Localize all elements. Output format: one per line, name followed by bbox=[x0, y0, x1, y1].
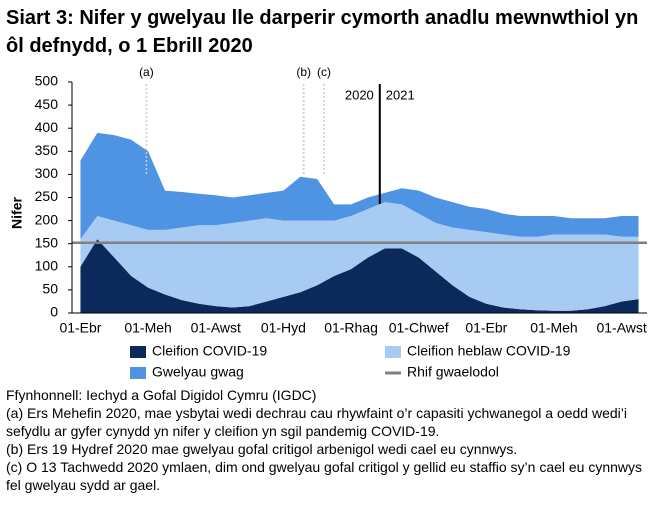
legend-swatch bbox=[130, 367, 146, 379]
y-tick-label: 250 bbox=[35, 188, 59, 204]
y-tick-label: 150 bbox=[35, 234, 59, 250]
year-label: 2020 bbox=[345, 87, 374, 102]
annotation-label: (c) bbox=[317, 65, 331, 79]
area bbox=[80, 239, 639, 313]
chart-title: Siart 3: Nifer y gwelyau lle darperir cy… bbox=[6, 7, 639, 57]
x-tick-label: 01-Ebr bbox=[465, 320, 507, 336]
x-tick-label: 01-Meh bbox=[124, 320, 171, 336]
y-tick-label: 200 bbox=[35, 211, 59, 227]
x-tick-label: 01-Rhag bbox=[324, 320, 378, 336]
area bbox=[80, 202, 639, 311]
x-tick-label: 01-Hyd bbox=[261, 320, 306, 336]
y-tick-label: 300 bbox=[35, 165, 59, 181]
year-label: 2021 bbox=[386, 87, 415, 102]
y-axis-label: Nifer bbox=[9, 197, 25, 229]
y-tick-label: 0 bbox=[50, 304, 58, 320]
footnote: (b) Ers 19 Hydref 2020 mae gwelyau gofal… bbox=[6, 441, 518, 457]
source: Ffynhonnell: Iechyd a Gofal Digidol Cymr… bbox=[6, 387, 317, 403]
legend-label: Gwelyau gwag bbox=[152, 364, 244, 380]
footnote: (a) Ers Mehefin 2020, mae ysbytai wedi d… bbox=[6, 405, 627, 439]
legend-swatch bbox=[385, 346, 401, 358]
legend-swatch bbox=[130, 346, 146, 358]
y-tick-label: 100 bbox=[35, 258, 59, 274]
notes: Ffynhonnell: Iechyd a Gofal Digidol Cymr… bbox=[6, 386, 656, 494]
area bbox=[80, 132, 639, 240]
y-tick-label: 500 bbox=[35, 73, 59, 89]
y-tick-label: 400 bbox=[35, 119, 59, 135]
y-tick-label: 50 bbox=[42, 281, 58, 297]
x-tick-label: 01-Awst bbox=[596, 320, 646, 336]
footnote: (c) O 13 Tachwedd 2020 ymlaen, dim ond g… bbox=[6, 459, 643, 493]
y-tick-label: 450 bbox=[35, 96, 59, 112]
legend-label: Rhif gwaelodol bbox=[407, 364, 499, 380]
x-tick-label: 01-Chwef bbox=[389, 320, 449, 336]
legend-label: Cleifion heblaw COVID-19 bbox=[407, 343, 571, 359]
legend-label: Cleifion COVID-19 bbox=[152, 343, 267, 359]
x-tick-label: 01-Meh bbox=[530, 320, 577, 336]
y-tick-label: 350 bbox=[35, 142, 59, 158]
annotation-label: (b) bbox=[296, 65, 311, 79]
annotation-label: (a) bbox=[139, 65, 154, 79]
x-tick-label: 01-Awst bbox=[191, 320, 241, 336]
x-tick-label: 01-Ebr bbox=[59, 320, 101, 336]
chart: Nifer 0 50 100 150 200 250 300 350 400 450 500 01-E… bbox=[9, 65, 647, 380]
